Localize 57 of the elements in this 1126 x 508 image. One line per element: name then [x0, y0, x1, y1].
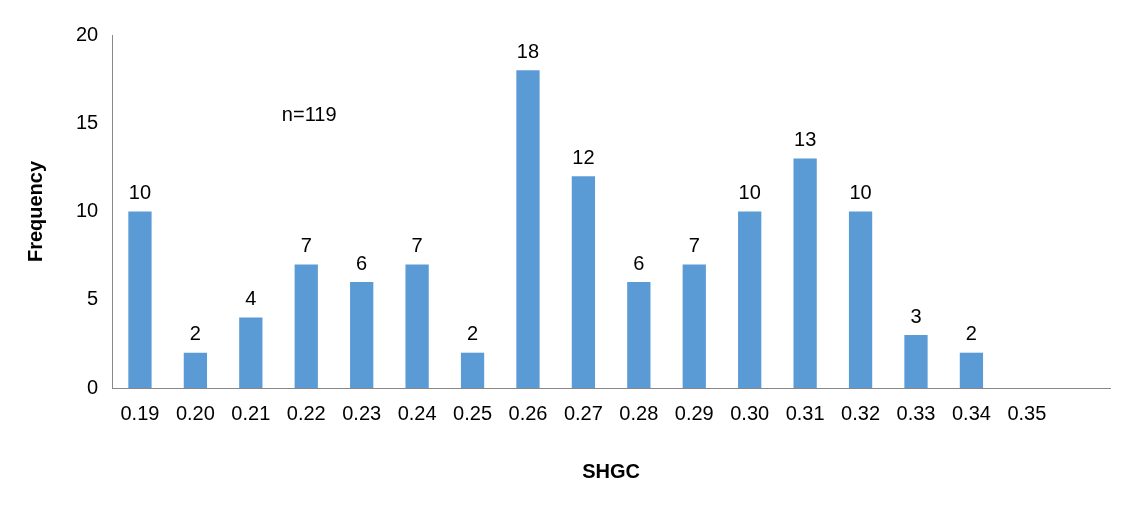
x-tick-label: 0.20 — [175, 401, 215, 424]
data-label: 2 — [189, 322, 201, 345]
annotation: n=119 — [281, 102, 337, 125]
data-label: 7 — [300, 233, 312, 256]
y-tick-label: 0 — [87, 375, 99, 398]
x-tick-label: 0.24 — [397, 401, 437, 424]
data-label: 6 — [633, 251, 645, 274]
bar — [627, 282, 651, 388]
x-tick-label: 0.35 — [1007, 401, 1047, 424]
x-tick-label: 0.26 — [508, 401, 548, 424]
bar — [793, 158, 817, 388]
x-tick-label: 0.34 — [951, 401, 991, 424]
x-tick-label: 0.25 — [453, 401, 493, 424]
x-tick-label: 0.22 — [286, 401, 326, 424]
data-label: 18 — [516, 39, 540, 62]
bar — [682, 264, 706, 388]
data-label: 10 — [849, 181, 872, 204]
y-tick-label: 20 — [76, 22, 99, 45]
x-tick-label: 0.30 — [730, 401, 770, 424]
data-label: 4 — [245, 286, 257, 309]
x-tick-label: 0.19 — [120, 401, 160, 424]
data-label: 10 — [128, 181, 152, 204]
bar — [571, 176, 596, 388]
y-tick-label: 10 — [76, 199, 99, 222]
bar — [516, 70, 540, 388]
data-label: 12 — [572, 145, 595, 168]
bar — [460, 352, 485, 388]
bar — [350, 282, 374, 388]
data-label: 2 — [965, 322, 977, 345]
x-axis-title: SHGC — [582, 459, 641, 482]
x-tick-label: 0.23 — [342, 401, 382, 424]
bar — [294, 264, 318, 388]
x-tick-label: 0.21 — [231, 401, 271, 424]
bar — [183, 352, 208, 388]
data-label: 6 — [356, 251, 368, 274]
y-tick-label: 5 — [87, 287, 99, 310]
x-tick-label: 0.32 — [841, 401, 881, 424]
x-tick-label: 0.29 — [674, 401, 714, 424]
bar — [128, 211, 152, 388]
data-label: 3 — [910, 304, 922, 327]
bar — [904, 335, 928, 388]
data-label: 13 — [794, 128, 817, 151]
bar — [738, 211, 762, 388]
data-label: 10 — [738, 181, 761, 204]
x-tick-label: 0.27 — [563, 401, 603, 424]
data-label: 7 — [411, 233, 423, 256]
x-tick-label: 0.33 — [896, 401, 936, 424]
bar — [405, 264, 429, 388]
x-tick-label: 0.28 — [619, 401, 659, 424]
y-tick-label: 15 — [76, 110, 99, 133]
x-tick-label: 0.31 — [785, 401, 825, 424]
bar — [848, 211, 873, 388]
bar — [959, 352, 984, 388]
y-axis-title: Frequency — [23, 160, 46, 263]
data-label: 7 — [688, 233, 700, 256]
bar — [239, 317, 263, 388]
data-label: 2 — [466, 322, 479, 345]
